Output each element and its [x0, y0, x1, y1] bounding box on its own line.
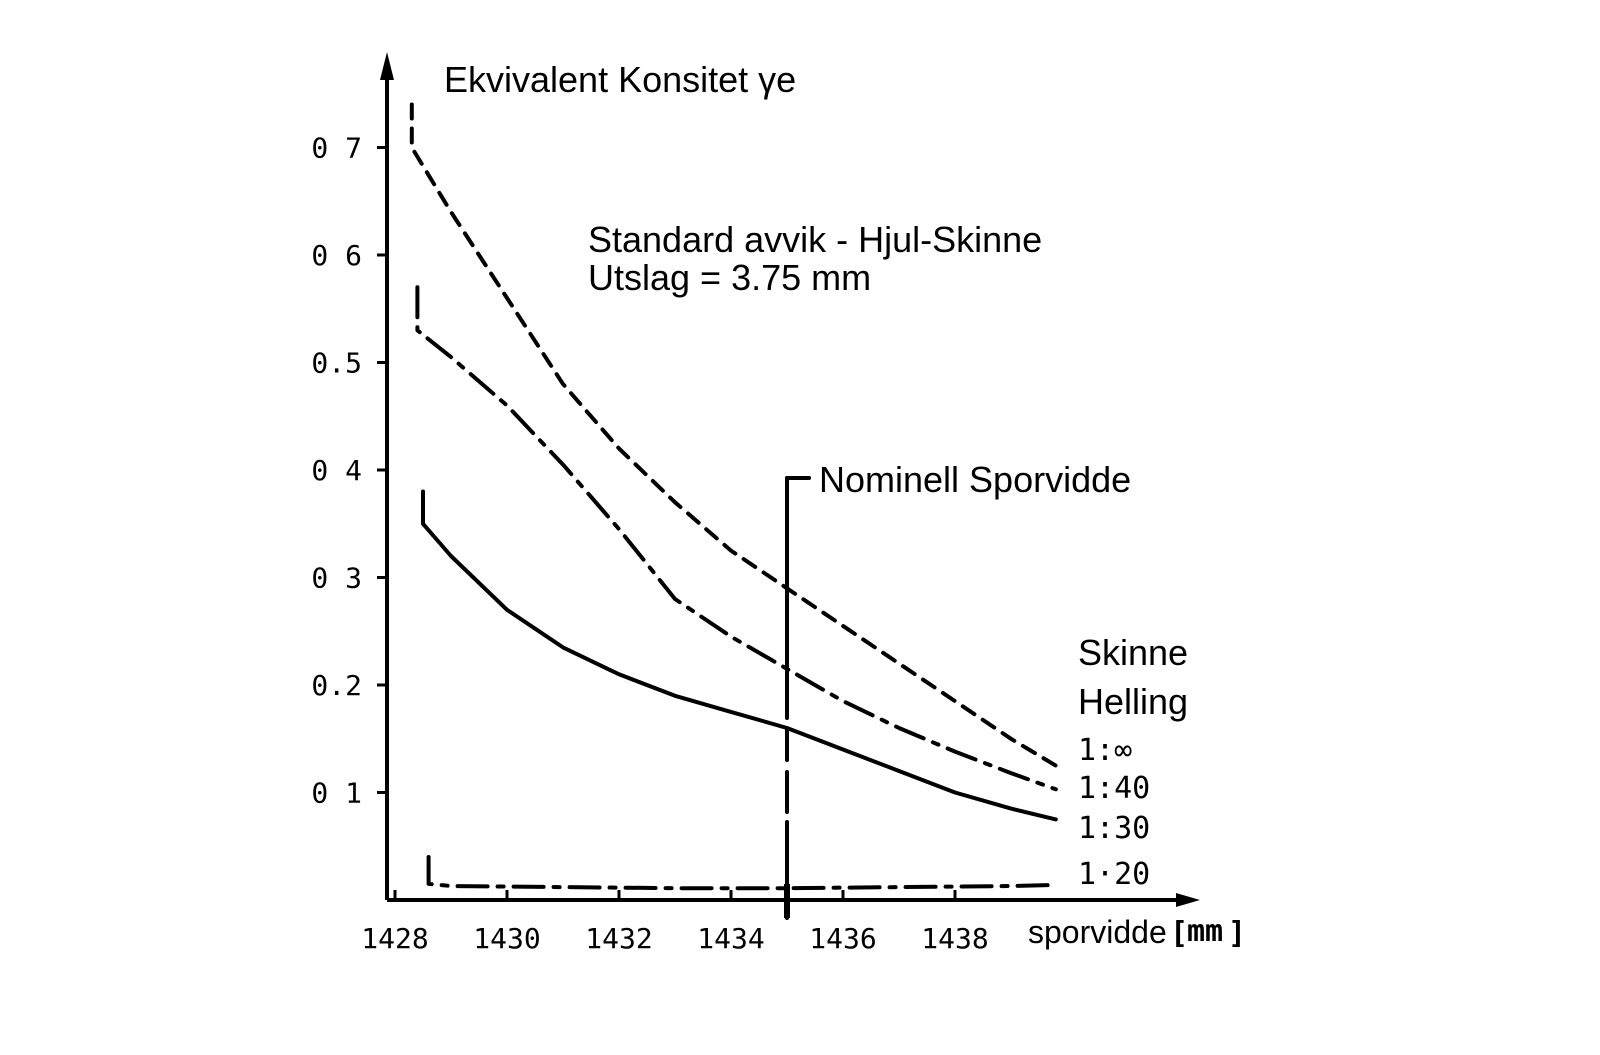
x-tick-label: 1430	[473, 922, 540, 955]
series-line-4	[426, 855, 1058, 891]
chart-title: Ekvivalent Konsitet γe	[444, 59, 796, 100]
axis-ticks: 1428 1430 1432 1434 1436 1438 0 1 0.2 0 3 0 4 0.5 0…	[311, 132, 988, 956]
annotation-line-2: Utslag = 3.75 mm	[588, 257, 871, 298]
nominal-marker: Nominell Sporvidde	[784, 459, 1131, 920]
legend: 1:∞1:40 1:30 1·20	[1078, 733, 1150, 892]
x-tick-label: 1428	[361, 922, 428, 955]
legend-entry: 1:∞	[1078, 733, 1132, 768]
annotation-line-1: Standard avvik - Hjul-Skinne	[588, 219, 1042, 260]
x-axis-unit-bracket-open: [	[1170, 916, 1188, 951]
series-line-2	[415, 285, 1058, 792]
y-tick-label: 0 7	[311, 132, 362, 165]
y-axis-arrowhead	[380, 52, 394, 80]
series-group	[409, 102, 1058, 891]
x-axis-label: sporvidde	[1028, 914, 1167, 950]
y-tick-label: 0 4	[311, 454, 362, 487]
x-axis-arrowhead	[1176, 893, 1200, 907]
y-tick-label: 0.2	[311, 669, 362, 702]
legend-entry: 1:40	[1078, 771, 1150, 806]
y-tick-label: 0.5	[311, 347, 362, 380]
y-tick-label: 0 3	[311, 562, 362, 595]
series-line-1	[409, 102, 1058, 768]
x-tick-label: 1434	[697, 922, 764, 955]
x-tick-label: 1438	[921, 922, 988, 955]
legend-entry: 1·20	[1078, 857, 1150, 892]
legend-title-line-2: Helling	[1078, 681, 1188, 722]
x-axis-unit-bracket-close: ]	[1228, 916, 1246, 951]
legend-entry: 1:30	[1078, 811, 1150, 846]
legend-title-line-1: Skinne	[1078, 632, 1188, 673]
x-axis-unit: mm	[1187, 914, 1223, 949]
series-line-3	[421, 489, 1058, 822]
y-tick-label: 0 6	[311, 239, 362, 272]
x-tick-label: 1432	[585, 922, 652, 955]
x-tick-label: 1436	[809, 922, 876, 955]
nominal-gauge-label: Nominell Sporvidde	[819, 459, 1131, 500]
y-tick-label: 0 1	[311, 777, 362, 810]
